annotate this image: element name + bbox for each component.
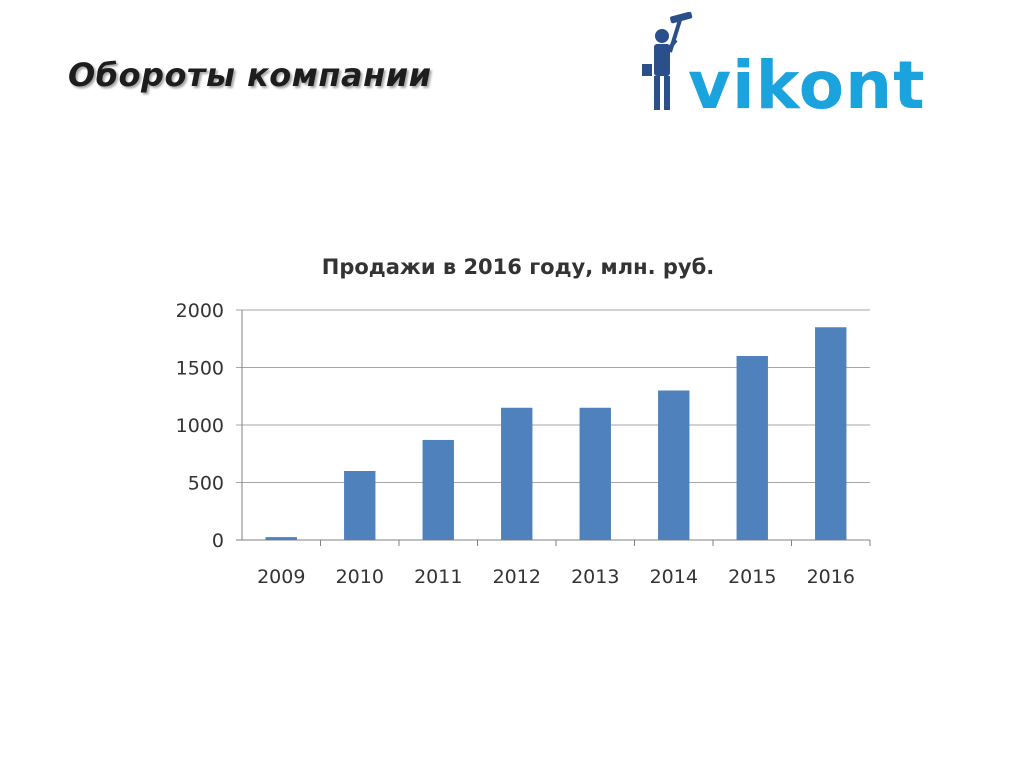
bars	[265, 327, 847, 540]
x-axis-ticks: 2009 2010 2011 2012 2013 2014 2015 2016	[257, 566, 855, 588]
window-washer-figure-icon	[642, 12, 693, 110]
y-tick-label: 1000	[176, 415, 224, 437]
y-axis-ticks: 0 500 1000 1500 2000	[176, 300, 224, 552]
chart-title: Продажи в 2016 году, млн. руб.	[322, 255, 715, 279]
x-axis	[320, 540, 871, 546]
grid-lines	[236, 309, 870, 541]
bar-2013	[579, 407, 611, 540]
x-tick-label: 2011	[414, 566, 462, 588]
bar-2015	[736, 356, 768, 540]
x-tick-label: 2015	[728, 566, 776, 588]
x-tick-label: 2012	[493, 566, 541, 588]
x-tick-label: 2013	[571, 566, 619, 588]
sales-chart: Продажи в 2016 году, млн. руб. 0 500 1000 1…	[176, 255, 871, 588]
bar-2014	[658, 390, 690, 540]
y-tick-label: 500	[188, 473, 224, 495]
x-tick-label: 2016	[807, 566, 855, 588]
y-tick-label: 0	[212, 530, 224, 552]
x-tick-label: 2010	[336, 566, 384, 588]
bar-2011	[422, 439, 454, 540]
x-tick-label: 2009	[257, 566, 305, 588]
page-title: Обороты компании	[68, 56, 432, 94]
vikont-logo: vikont	[642, 12, 926, 117]
logo-wordmark: vikont	[688, 47, 926, 117]
bar-2009	[265, 537, 297, 540]
bar-2012	[501, 407, 533, 540]
bar-2010	[344, 471, 376, 540]
y-tick-label: 1500	[176, 358, 224, 380]
y-tick-label: 2000	[176, 300, 224, 322]
bar-2016	[815, 327, 847, 540]
x-tick-label: 2014	[650, 566, 698, 588]
